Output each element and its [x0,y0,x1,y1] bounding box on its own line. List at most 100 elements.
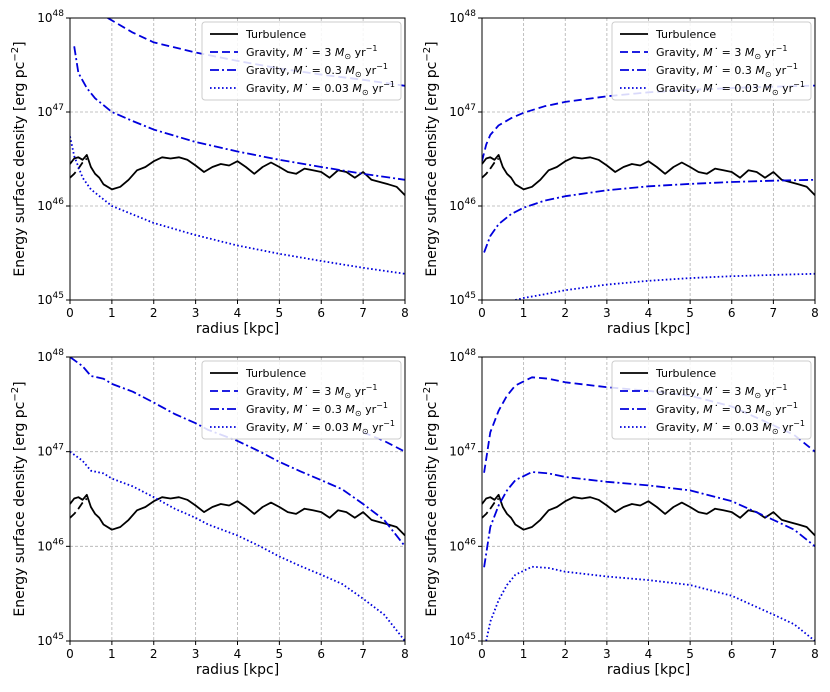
x-tick-label: 4 [645,306,653,320]
legend-box [201,21,402,101]
x-tick-label: 4 [234,306,242,320]
x-tick-label: 1 [108,647,116,661]
x-tick-label: 3 [603,306,611,320]
turbulence-line [482,154,815,196]
x-tick-label: 3 [192,306,200,320]
x-tick-label: 0 [66,306,74,320]
legend-entry: Gravity, M˙ = 0.3 M⊙ yr−1 [656,401,798,418]
turbulence-inner-dashed-line [482,157,500,179]
gravity-line-mdot-0p03 [485,565,815,641]
x-tick-label: 6 [317,306,325,320]
y-axis-label: Energy surface density [erg pc−2] [10,41,28,276]
legend-box [201,360,402,440]
y-tick-label: 1048 [449,348,476,364]
x-tick-label: 1 [520,647,528,661]
legend-entry: Turbulence [655,367,716,380]
x-tick-label: 7 [770,647,778,661]
x-tick-label: 3 [603,647,611,661]
y-tick-label: 1045 [449,632,476,648]
x-axis-label: radius [kpc] [607,321,690,337]
y-tick-label: 1047 [449,103,476,119]
y-tick-label: 1046 [37,197,64,213]
legend-entry: Gravity, M˙ = 3 M⊙ yr−1 [656,383,787,400]
x-tick-label: 4 [234,647,242,661]
x-tick-label: 7 [770,306,778,320]
panel-bottom-right: 0 1 2 3 4 5 6 7 8 1045 1046 1047 1048 radius [kpc] Ene… [422,348,819,678]
legend-entry: Turbulence [245,28,306,41]
legend-entry: Gravity, M˙ = 0.03 M⊙ yr−1 [656,80,805,97]
gravity-line-mdot-0p3 [483,178,815,253]
x-tick-label: 1 [520,306,528,320]
y-tick-label: 1047 [37,443,64,459]
legend-box [611,21,812,101]
x-tick-label: 2 [561,647,569,661]
y-tick-label: 1048 [37,348,64,364]
turbulence-inner-dashed-line [70,497,88,519]
turbulence-line [482,493,815,537]
legend-entry: Turbulence [655,28,716,41]
x-tick-label: 8 [401,306,409,320]
x-tick-label: 7 [359,647,367,661]
x-tick-label: 8 [811,306,819,320]
y-tick-label: 1047 [37,103,64,119]
gravity-line-mdot-0p3 [73,46,405,181]
x-axis-label: radius [kpc] [196,321,279,337]
y-tick-label: 1046 [449,537,476,553]
x-tick-label: 8 [401,647,409,661]
panel-top-left: 0 1 2 3 4 5 6 7 8 1045 1046 1047 1048 radius [kpc] Ene… [10,9,409,337]
y-tick-label: 1048 [37,9,64,25]
legend-entry: Gravity, M˙ = 0.3 M⊙ yr−1 [246,62,388,79]
turbulence-line [70,493,405,537]
x-tick-label: 5 [686,306,694,320]
x-tick-label: 6 [317,647,325,661]
x-tick-label: 2 [150,647,158,661]
y-tick-label: 1045 [37,291,64,307]
legend-entry: Turbulence [245,367,306,380]
x-tick-label: 5 [276,306,284,320]
legend-entry: Gravity, M˙ = 3 M⊙ yr−1 [246,44,377,61]
legend-entry: Gravity, M˙ = 0.03 M⊙ yr−1 [246,80,395,97]
y-tick-label: 1046 [449,197,476,213]
x-tick-label: 7 [359,306,367,320]
x-tick-label: 1 [108,306,116,320]
y-axis-label: Energy surface density [erg pc−2] [422,381,440,616]
y-tick-label: 1048 [449,9,476,25]
x-tick-label: 6 [728,647,736,661]
legend-entry: Gravity, M˙ = 3 M⊙ yr−1 [656,44,787,61]
x-axis-label: radius [kpc] [196,662,279,678]
series-group [482,84,815,300]
x-axis-label: radius [kpc] [607,662,690,678]
legend-entry: Gravity, M˙ = 0.03 M⊙ yr−1 [656,419,805,436]
gravity-line-mdot-0p03 [70,450,405,641]
gravity-line-mdot-0p3 [483,471,815,568]
x-tick-label: 6 [728,306,736,320]
y-tick-label: 1045 [449,291,476,307]
legend-entry: Gravity, M˙ = 0.03 M⊙ yr−1 [246,419,395,436]
x-tick-label: 2 [561,306,569,320]
panel-bottom-left: 0 1 2 3 4 5 6 7 8 1045 1046 1047 1048 radius [kpc] Ene… [10,348,409,678]
x-tick-label: 3 [192,647,200,661]
panel-top-right: 0 1 2 3 4 5 6 7 8 1045 1046 1047 1048 radius [kpc] Ene… [422,9,819,337]
y-tick-label: 1047 [449,443,476,459]
legend-entry: Gravity, M˙ = 3 M⊙ yr−1 [246,383,377,400]
x-tick-label: 0 [478,647,486,661]
series-group [482,376,815,641]
gravity-line-mdot-3 [483,376,815,473]
y-axis-label: Energy surface density [erg pc−2] [10,381,28,616]
x-tick-label: 4 [645,647,653,661]
x-tick-label: 5 [686,647,694,661]
x-tick-label: 2 [150,306,158,320]
legend-box [611,360,812,440]
x-tick-label: 5 [276,647,284,661]
gravity-line-mdot-0p03 [70,136,405,275]
legend-entry: Gravity, M˙ = 0.3 M⊙ yr−1 [656,62,798,79]
turbulence-inner-dashed-line [482,497,500,519]
legend-entry: Gravity, M˙ = 0.3 M⊙ yr−1 [246,401,388,418]
x-tick-label: 0 [66,647,74,661]
y-tick-label: 1046 [37,537,64,553]
x-tick-label: 8 [811,647,819,661]
y-tick-label: 1045 [37,632,64,648]
